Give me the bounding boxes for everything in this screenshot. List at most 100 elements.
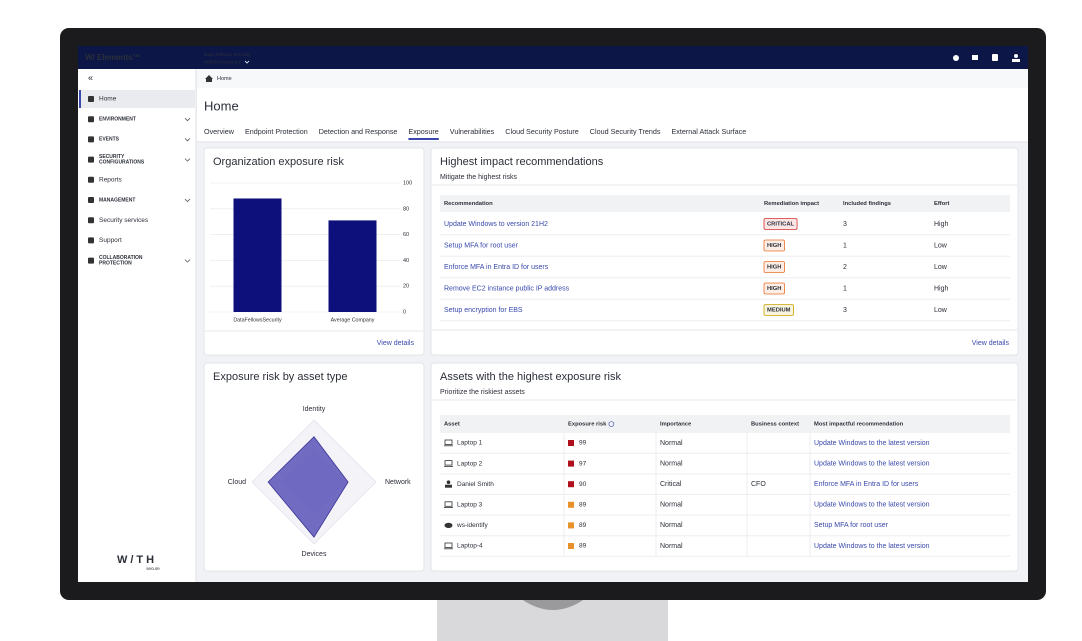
radar-area [267,436,349,538]
recommendation-link[interactable]: Update Windows to the latest version [814,502,930,509]
nav-item[interactable]: Support [99,237,122,244]
recommendation-link[interactable]: Enforce MFA in Entra ID for users [814,481,919,488]
importance: Critical [660,481,682,488]
recommendation-link[interactable]: Update Windows to the latest version [814,460,930,467]
nav-item[interactable]: ENVIRONMENT [99,117,136,123]
findings: 3 [843,221,847,228]
asset-icon [446,480,451,485]
recommendation-link[interactable]: Update Windows to the latest version [814,440,930,447]
icon[interactable] [1014,54,1018,58]
column-header: Most impactful recommendation [814,422,904,428]
tab[interactable]: Overview [204,127,235,136]
exposure-risk: 99 [579,440,587,447]
y-tick-label: 0 [403,309,406,315]
tab[interactable]: Endpoint Protection [245,127,308,136]
column-header: Recommendation [444,201,493,207]
bar [233,198,282,312]
asset-icon [444,522,453,529]
recommendation-link[interactable]: Enforce MFA in Entra ID for users [444,264,549,271]
asset-name: Daniel Smith [457,481,494,488]
tab[interactable]: External Attack Surface [672,127,747,136]
tab[interactable]: Exposure [408,127,438,136]
nav-icon [88,116,94,123]
column-header: Asset [444,422,460,428]
impact-badge: HIGH [767,243,782,249]
breadcrumb[interactable]: Home [217,76,232,82]
view-details-link[interactable]: View details [972,340,1010,347]
tab[interactable]: Detection and Response [319,127,398,136]
page-header [197,88,1028,142]
y-tick-label: 100 [403,180,412,186]
icon[interactable] [953,55,959,61]
nav-item[interactable]: EVENTS [99,137,120,143]
nav-icon [88,237,94,244]
column-header: Exposure risk [568,422,607,428]
y-tick-label: 80 [403,206,409,212]
asset-name: Laptop 1 [457,440,483,447]
icon[interactable] [992,54,998,61]
tab[interactable]: Cloud Security Posture [505,127,579,136]
nav-item[interactable]: Home [99,96,117,103]
importance: Normal [660,502,683,509]
nav-item[interactable]: Security services [99,217,149,224]
nav-icon [88,217,94,224]
card-title: Exposure risk by asset type [213,371,348,383]
tenant-name[interactable]: WithElements Inc [204,59,242,65]
risk-indicator [568,440,574,446]
chevron [184,259,191,263]
nav-icon [88,156,94,163]
asset-icon [444,460,453,466]
impact-badge: CRITICAL [767,222,795,228]
nav-item[interactable]: Reports [99,177,123,184]
nav-item[interactable]: COLLABORATION [99,255,143,261]
column-header: Business context [751,422,799,428]
chevron [184,158,191,162]
top-icons[interactable] [953,54,1020,62]
info-icon [608,421,615,427]
recommendation-link[interactable]: Setup MFA for root user [444,242,519,249]
nav-item[interactable]: CONFIGURATIONS [99,160,145,166]
exposure-risk: 97 [579,460,587,467]
importance: Normal [660,522,683,529]
nav-item[interactable]: PROTECTION [99,261,132,267]
importance: Normal [660,440,683,447]
active-item [79,90,195,108]
findings: 2 [843,264,847,271]
icon[interactable] [972,55,978,60]
exposure-risk: 89 [579,502,587,509]
recommendation-link[interactable]: Remove EC2 instance public IP address [444,285,570,292]
recommendation-link[interactable]: Setup MFA for root user [814,522,889,529]
axis-label: Network [385,479,411,486]
card-title: Assets with the highest exposure risk [440,371,621,383]
nav-item[interactable]: MANAGEMENT [99,197,135,203]
tab[interactable]: Vulnerabilities [450,127,495,136]
monitor-neck [520,598,586,610]
footer-logo: W/TH [117,554,157,566]
risk-indicator [568,543,574,549]
importance: Normal [660,460,683,467]
collapse-button[interactable]: « [88,72,93,82]
recommendation-link[interactable]: Update Windows to version 21H2 [444,221,548,228]
card-title: Organization exposure risk [213,156,344,168]
nav-item[interactable]: SECURITY [99,154,125,160]
badge-box [763,261,785,273]
asset-icon [444,542,453,548]
recommendation-link[interactable]: Update Windows to the latest version [814,543,930,550]
risk-indicator [568,522,574,529]
axis-label: Cloud [228,479,246,486]
badge-box [763,282,785,295]
icon[interactable] [1012,59,1020,62]
tab[interactable]: Cloud Security Trends [590,127,661,136]
column-header: Remediation impact [764,201,819,207]
effort: Low [934,264,948,271]
view-details-link[interactable]: View details [377,340,415,347]
chevron [184,138,191,142]
findings: 1 [843,285,847,292]
effort: High [934,285,949,292]
asset-icon [444,501,453,507]
nav-icon [88,96,94,102]
recommendation-link[interactable]: Setup encryption for EBS [444,307,523,314]
asset-name: Laptop 3 [457,502,483,509]
